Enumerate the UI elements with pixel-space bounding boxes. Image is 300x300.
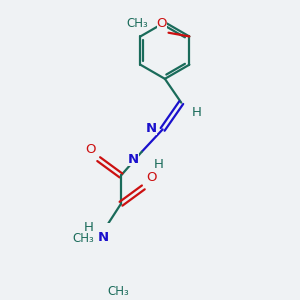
Text: CH₃: CH₃ bbox=[108, 285, 129, 298]
Text: N: N bbox=[146, 122, 157, 135]
Text: CH₃: CH₃ bbox=[126, 17, 148, 31]
Text: H: H bbox=[84, 221, 94, 234]
Text: O: O bbox=[85, 143, 96, 156]
Text: H: H bbox=[154, 158, 164, 171]
Text: CH₃: CH₃ bbox=[72, 232, 94, 245]
Text: O: O bbox=[146, 171, 157, 184]
Text: N: N bbox=[98, 230, 109, 244]
Text: H: H bbox=[192, 106, 202, 118]
Text: N: N bbox=[128, 153, 139, 166]
Text: O: O bbox=[157, 17, 167, 31]
